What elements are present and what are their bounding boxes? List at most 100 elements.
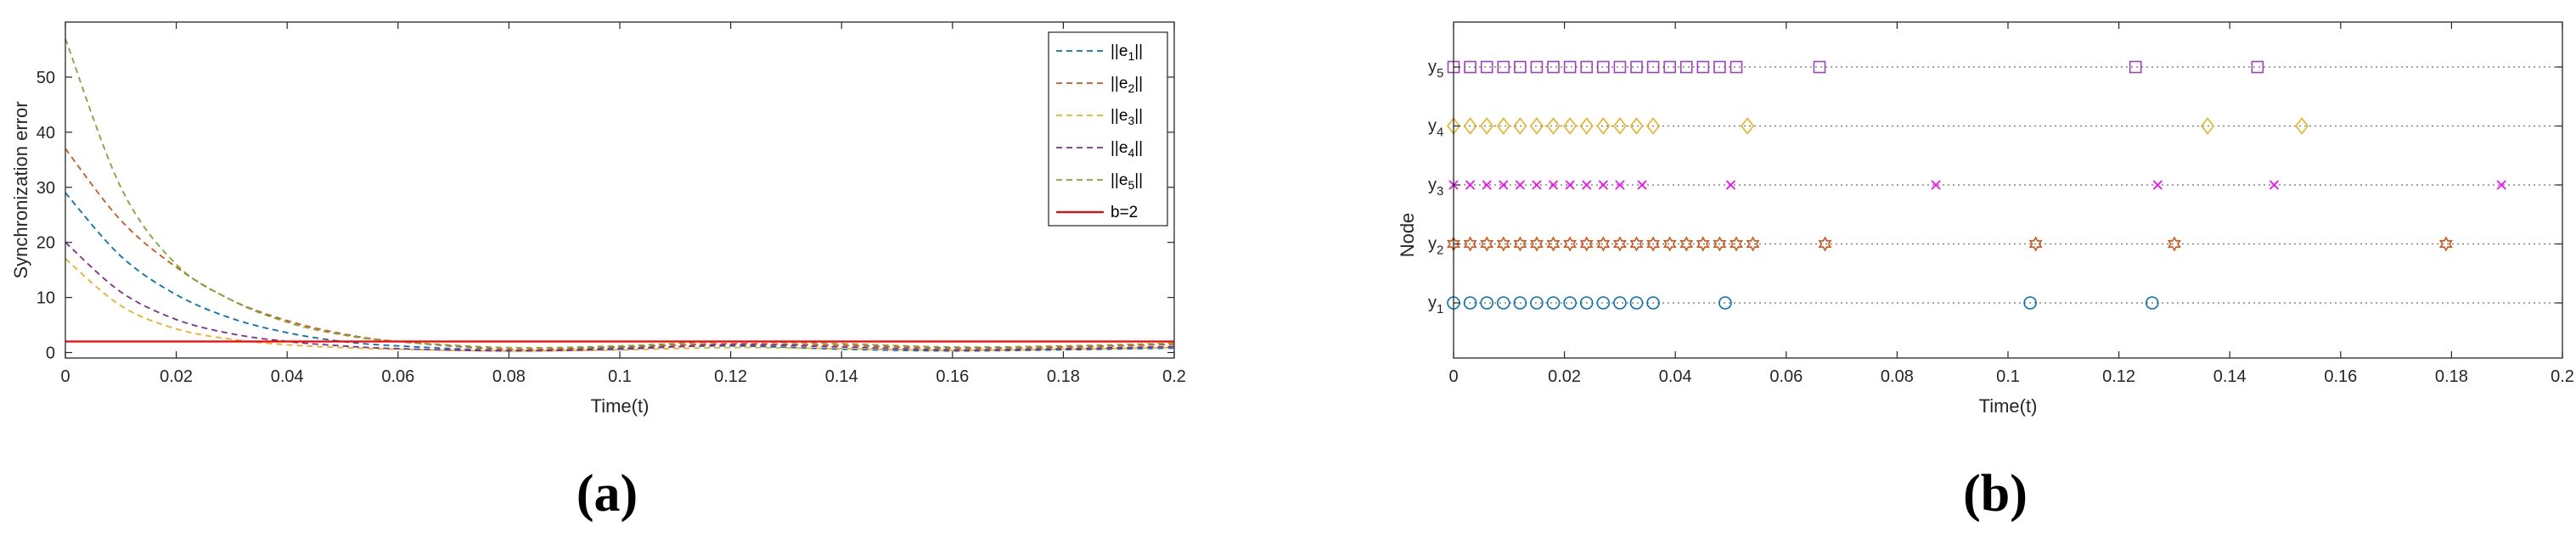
event-marker-diamond	[1629, 117, 1644, 135]
x-tick-label: 0.2	[2551, 367, 2574, 386]
event-marker-diamond	[1741, 117, 1755, 135]
x-tick-label: 0.04	[271, 367, 304, 386]
event-marker-x	[1582, 180, 1592, 190]
event-marker-circle	[1613, 296, 1627, 310]
event-marker-x	[1548, 180, 1559, 190]
y-tick-label: 30	[37, 179, 55, 198]
x-tick-label: 0.02	[160, 367, 193, 386]
x-tick-label: 0.12	[714, 367, 747, 386]
event-marker-hexagram	[1662, 236, 1677, 252]
event-marker-diamond	[1579, 117, 1594, 135]
event-marker-square	[1597, 60, 1610, 74]
event-marker-x	[1615, 180, 1625, 190]
event-marker-square	[1713, 60, 1726, 74]
x-tick-label: 0.18	[2435, 367, 2468, 386]
event-marker-hexagram	[1530, 236, 1544, 252]
event-marker-hexagram	[2028, 236, 2043, 252]
event-marker-diamond	[1496, 117, 1510, 135]
event-marker-square	[1730, 60, 1743, 74]
node-label: y1	[1428, 294, 1443, 316]
x-tick-label: 0.08	[1881, 367, 1914, 386]
legend-entry-label: b=2	[1111, 204, 1138, 221]
event-marker-square	[1514, 60, 1527, 74]
event-marker-square	[1530, 60, 1544, 74]
panel-a-x-ticks: 0 0.02 0.04 0.06 0.08 0.1 0.12 0.14 0.16 0.18 0.2	[60, 22, 1186, 386]
legend-entry-label: ||e4||	[1111, 139, 1143, 160]
panel-b-event-markers	[1446, 60, 2506, 310]
panel-a-line-chart: 0 0.02 0.04 0.06 0.08 0.1 0.12 0.14 0.16 0.18 0.2 …	[10, 21, 1186, 523]
legend-entry-label: ||e2||	[1111, 75, 1143, 95]
y-tick-label: 10	[37, 289, 55, 308]
panel-b-y-axis-label: Node	[1397, 213, 1418, 258]
event-marker-hexagram	[1612, 236, 1627, 252]
event-marker-circle	[1579, 296, 1594, 310]
event-marker-circle	[2145, 296, 2159, 310]
panel-a-x-axis-label: Time(t)	[591, 395, 650, 417]
event-marker-hexagram	[2167, 236, 2181, 252]
y-tick-label: 0	[46, 344, 55, 363]
event-marker-diamond	[1563, 117, 1578, 135]
event-marker-hexagram	[1463, 236, 1477, 252]
series-line-1	[65, 192, 1175, 352]
event-marker-x	[2152, 180, 2163, 190]
y-tick-label: 20	[37, 234, 55, 253]
event-marker-square	[1563, 60, 1577, 74]
node-label: y5	[1428, 58, 1443, 81]
event-marker-circle	[1596, 296, 1611, 310]
event-marker-circle	[1546, 296, 1561, 310]
x-tick-label: 0.2	[1162, 367, 1186, 386]
x-tick-label: 0.18	[1047, 367, 1080, 386]
x-tick-label: 0.1	[1996, 367, 2020, 386]
panel-a-series-lines	[65, 38, 1175, 352]
event-marker-square	[1646, 60, 1660, 74]
event-marker-square	[1613, 60, 1627, 74]
x-tick-label: 0.14	[825, 367, 858, 386]
event-marker-x	[1465, 180, 1476, 190]
event-marker-diamond	[1480, 117, 1494, 135]
event-marker-hexagram	[1563, 236, 1578, 252]
panel-a-y-ticks: 0 10 20 30 40 50	[37, 69, 1174, 363]
panel-b-node-labels: y1 y2 y3 y4 y5	[1428, 58, 2562, 316]
event-marker-diamond	[2295, 117, 2309, 135]
event-marker-hexagram	[1818, 236, 1832, 252]
x-tick-label: 0.06	[381, 367, 414, 386]
event-marker-square	[1679, 60, 1693, 74]
series-line-3	[65, 258, 1175, 352]
event-marker-diamond	[1596, 117, 1611, 135]
event-marker-square	[1663, 60, 1676, 74]
node-label: y2	[1428, 235, 1443, 258]
x-tick-label: 0.12	[2102, 367, 2135, 386]
panel-b-event-chart: 0 0.02 0.04 0.06 0.08 0.1 0.12 0.14 0.16 0.18 0.2 …	[1397, 21, 2574, 523]
node-label: y4	[1428, 117, 1443, 140]
legend-entry-label: ||e1||	[1111, 42, 1143, 63]
event-marker-hexagram	[1629, 236, 1644, 252]
legend-entry-label: ||e5||	[1111, 171, 1143, 192]
event-marker-diamond	[1546, 117, 1561, 135]
panel-b-node-gridlines	[1454, 66, 2562, 304]
event-marker-circle	[2023, 296, 2037, 310]
event-marker-x	[1565, 180, 1575, 190]
event-marker-square	[1630, 60, 1643, 74]
event-marker-hexagram	[1579, 236, 1594, 252]
x-tick-label: 0.02	[1548, 367, 1581, 386]
event-marker-circle	[1496, 296, 1510, 310]
x-tick-label: 0.1	[608, 367, 632, 386]
event-marker-square	[1547, 60, 1560, 74]
event-marker-square	[2251, 60, 2264, 74]
event-marker-diamond	[1463, 117, 1477, 135]
event-marker-hexagram	[1713, 236, 1727, 252]
panel-b-x-ticks: 0 0.02 0.04 0.06 0.08 0.1 0.12 0.14 0.16 0.18 0.2	[1448, 22, 2574, 386]
event-marker-x	[1499, 180, 1509, 190]
event-marker-square	[1464, 60, 1476, 74]
event-marker-circle	[1530, 296, 1544, 310]
event-marker-hexagram	[1546, 236, 1561, 252]
event-marker-x	[1637, 180, 1647, 190]
event-marker-diamond	[1612, 117, 1627, 135]
event-marker-circle	[1646, 296, 1660, 310]
x-tick-label: 0.16	[2324, 367, 2357, 386]
event-marker-diamond	[1646, 117, 1661, 135]
x-tick-label: 0.04	[1659, 367, 1692, 386]
event-marker-square	[1497, 60, 1510, 74]
x-tick-label: 0	[1448, 367, 1458, 386]
